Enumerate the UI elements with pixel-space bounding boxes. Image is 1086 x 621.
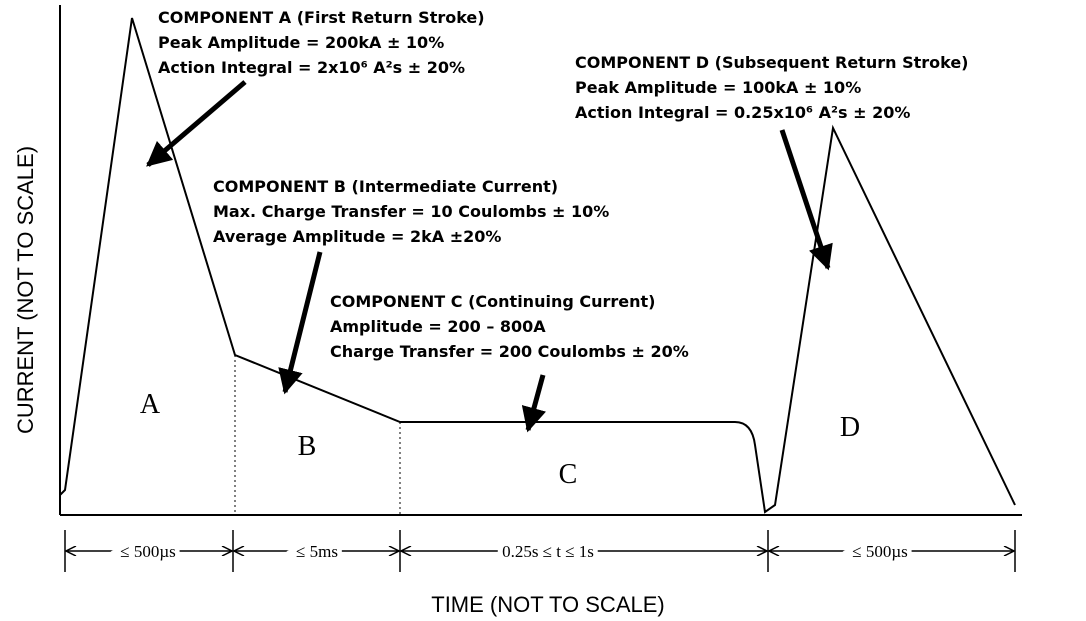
region-label: D [840, 412, 860, 443]
annotation: Action Integral = 2x10⁶ A²s ± 20% [158, 58, 465, 77]
annotation: Max. Charge Transfer = 10 Coulombs ± 10% [213, 202, 609, 221]
annotation: Average Amplitude = 2kA ±20% [213, 227, 501, 246]
duration-label: ≤ 5ms [296, 542, 338, 561]
annotation: Peak Amplitude = 200kA ± 10% [158, 33, 444, 52]
y-label: CURRENT (NOT TO SCALE) [13, 146, 38, 434]
annotation: COMPONENT B (Intermediate Current) [213, 177, 558, 196]
annotation: COMPONENT A (First Return Stroke) [158, 8, 485, 27]
annotation: Peak Amplitude = 100kA ± 10% [575, 78, 861, 97]
annotation: Amplitude = 200 – 800A [330, 317, 546, 336]
region-label: C [559, 459, 578, 490]
annotation: COMPONENT C (Continuing Current) [330, 292, 655, 311]
waveform [59, 17, 1016, 514]
duration-label: ≤ 500µs [120, 542, 176, 561]
arrow [521, 374, 546, 433]
duration-label: 0.25s ≤ t ≤ 1s [502, 542, 594, 561]
annotation: COMPONENT D (Subsequent Return Stroke) [575, 53, 969, 72]
arrow [278, 251, 323, 395]
arrow [146, 80, 247, 167]
region-label: A [140, 389, 161, 420]
region-label: B [298, 431, 317, 462]
duration-label: ≤ 500µs [852, 542, 908, 561]
arrow [779, 129, 833, 271]
annotation: Charge Transfer = 200 Coulombs ± 20% [330, 342, 689, 361]
x-label: TIME (NOT TO SCALE) [431, 592, 664, 617]
annotation: Action Integral = 0.25x10⁶ A²s ± 20% [575, 103, 910, 122]
